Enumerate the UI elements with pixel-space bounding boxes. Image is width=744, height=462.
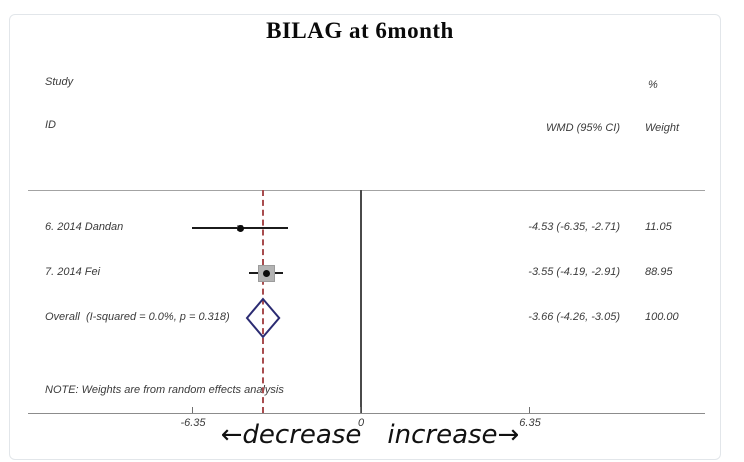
x-axis-tick [529, 407, 530, 413]
study-row-wmd: -3.55 (-4.19, -2.91) [528, 266, 620, 278]
study-row-weight: 11.05 [645, 221, 672, 233]
x-axis-tick-label: 0 [357, 417, 365, 429]
x-axis-line [28, 413, 705, 414]
header-separator-line [28, 190, 705, 191]
header-wmd: WMD (95% CI) [546, 122, 620, 134]
zero-reference-line [360, 190, 362, 413]
header-id: ID [45, 119, 56, 131]
increase-arrow-label: increase→ [387, 420, 520, 450]
page-title: BILAG at 6month [266, 18, 454, 43]
decrease-arrow-label: ←decrease [220, 420, 362, 450]
study-row-wmd: -4.53 (-6.35, -2.71) [528, 221, 620, 233]
overall-row-label: Overall (I-squared = 0.0%, p = 0.318) [45, 311, 230, 323]
study-row-label: 7. 2014 Fei [45, 266, 101, 278]
x-axis-tick-label: 6.35 [519, 417, 541, 429]
direction-annotation: ←decrease increase→ [105, 420, 635, 450]
plot-frame [9, 14, 721, 460]
study-row-label: 6. 2014 Dandan [45, 221, 124, 233]
study-row-weight: 88.95 [645, 266, 673, 278]
x-axis-tick [192, 407, 193, 413]
header-study: Study [45, 76, 74, 88]
weights-note: NOTE: Weights are from random effects an… [45, 384, 284, 396]
x-axis-tick [360, 407, 361, 413]
header-percent: % [648, 79, 658, 91]
header-weight: Weight [645, 122, 680, 134]
x-axis-tick-label: -6.35 [180, 417, 206, 429]
overall-row-wmd: -3.66 (-4.26, -3.05) [528, 311, 620, 323]
overall-row-weight: 100.00 [645, 311, 679, 323]
